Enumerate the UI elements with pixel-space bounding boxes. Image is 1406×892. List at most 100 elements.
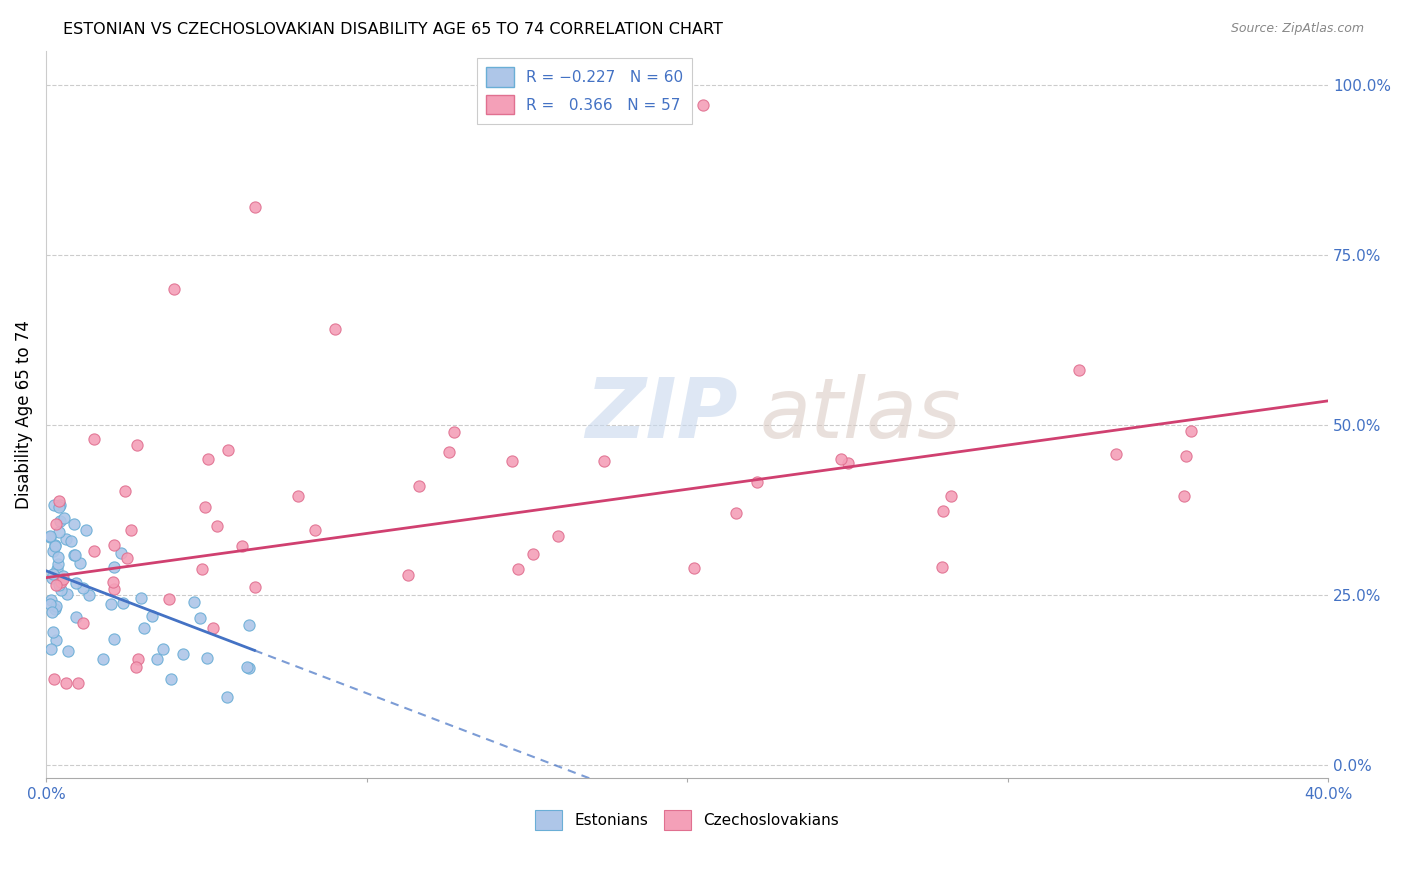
Point	[62, 517, 84, 532]
Point	[188, 611, 211, 625]
Point	[83, 433, 105, 447]
Point	[91, 652, 114, 666]
Point	[39, 597, 62, 611]
Point	[939, 490, 962, 504]
Point	[114, 484, 136, 499]
Point	[44, 538, 66, 552]
Point	[48, 514, 70, 528]
Point	[120, 523, 142, 537]
Point	[77, 588, 100, 602]
Point	[55, 532, 77, 546]
Point	[42, 544, 65, 558]
Point	[110, 546, 132, 560]
Point	[42, 672, 65, 686]
Point	[1067, 363, 1090, 377]
Text: ZIP: ZIP	[585, 374, 738, 455]
Point	[931, 560, 953, 574]
Point	[63, 549, 86, 563]
Point	[39, 529, 62, 543]
Point	[69, 556, 91, 570]
Point	[53, 511, 76, 525]
Point	[45, 517, 67, 532]
Point	[55, 675, 77, 690]
Point	[197, 451, 219, 466]
Point	[195, 651, 218, 665]
Point	[75, 523, 97, 537]
Point	[141, 609, 163, 624]
Point	[63, 548, 86, 562]
Point	[111, 596, 134, 610]
Point	[745, 475, 768, 489]
Point	[49, 499, 72, 513]
Text: atlas: atlas	[759, 374, 962, 455]
Point	[65, 610, 87, 624]
Point	[683, 561, 706, 575]
Point	[56, 587, 79, 601]
Point	[103, 560, 125, 574]
Point	[39, 593, 62, 607]
Point	[160, 672, 183, 686]
Point	[193, 500, 215, 514]
Point	[83, 544, 105, 558]
Point	[39, 642, 62, 657]
Point	[129, 591, 152, 605]
Point	[396, 567, 419, 582]
Point	[146, 652, 169, 666]
Point	[191, 562, 214, 576]
Point	[41, 605, 63, 619]
Point	[205, 519, 228, 533]
Point	[243, 580, 266, 594]
Point	[134, 621, 156, 635]
Point	[52, 569, 75, 583]
Point	[66, 676, 89, 690]
Point	[1180, 425, 1202, 439]
Point	[41, 571, 63, 585]
Point	[125, 438, 148, 452]
Point	[100, 597, 122, 611]
Point	[287, 489, 309, 503]
Point	[692, 98, 714, 112]
Point	[103, 632, 125, 647]
Point	[157, 591, 180, 606]
Point	[59, 533, 82, 548]
Point	[163, 282, 186, 296]
Point	[323, 322, 346, 336]
Point	[42, 625, 65, 640]
Point	[217, 443, 239, 458]
Point	[103, 582, 125, 596]
Point	[48, 578, 70, 592]
Point	[42, 499, 65, 513]
Point	[932, 504, 955, 518]
Point	[238, 618, 260, 632]
Point	[1105, 447, 1128, 461]
Point	[49, 575, 72, 590]
Point	[45, 578, 67, 592]
Point	[48, 525, 70, 540]
Point	[46, 558, 69, 572]
Point	[48, 550, 70, 565]
Point	[235, 660, 257, 674]
Point	[48, 494, 70, 508]
Point	[103, 538, 125, 552]
Point	[45, 633, 67, 648]
Point	[443, 425, 465, 439]
Point	[48, 500, 70, 514]
Point	[837, 456, 859, 470]
Point	[437, 445, 460, 459]
Y-axis label: Disability Age 65 to 74: Disability Age 65 to 74	[15, 320, 32, 509]
Point	[45, 599, 67, 613]
Point	[101, 575, 124, 590]
Point	[243, 200, 266, 214]
Point	[44, 602, 66, 616]
Point	[830, 452, 852, 467]
Point	[506, 562, 529, 576]
Point	[408, 478, 430, 492]
Point	[125, 660, 148, 674]
Point	[724, 506, 747, 520]
Point	[1173, 489, 1195, 503]
Point	[547, 528, 569, 542]
Point	[117, 551, 139, 566]
Point	[65, 576, 87, 591]
Point	[39, 530, 62, 544]
Point	[238, 661, 260, 675]
